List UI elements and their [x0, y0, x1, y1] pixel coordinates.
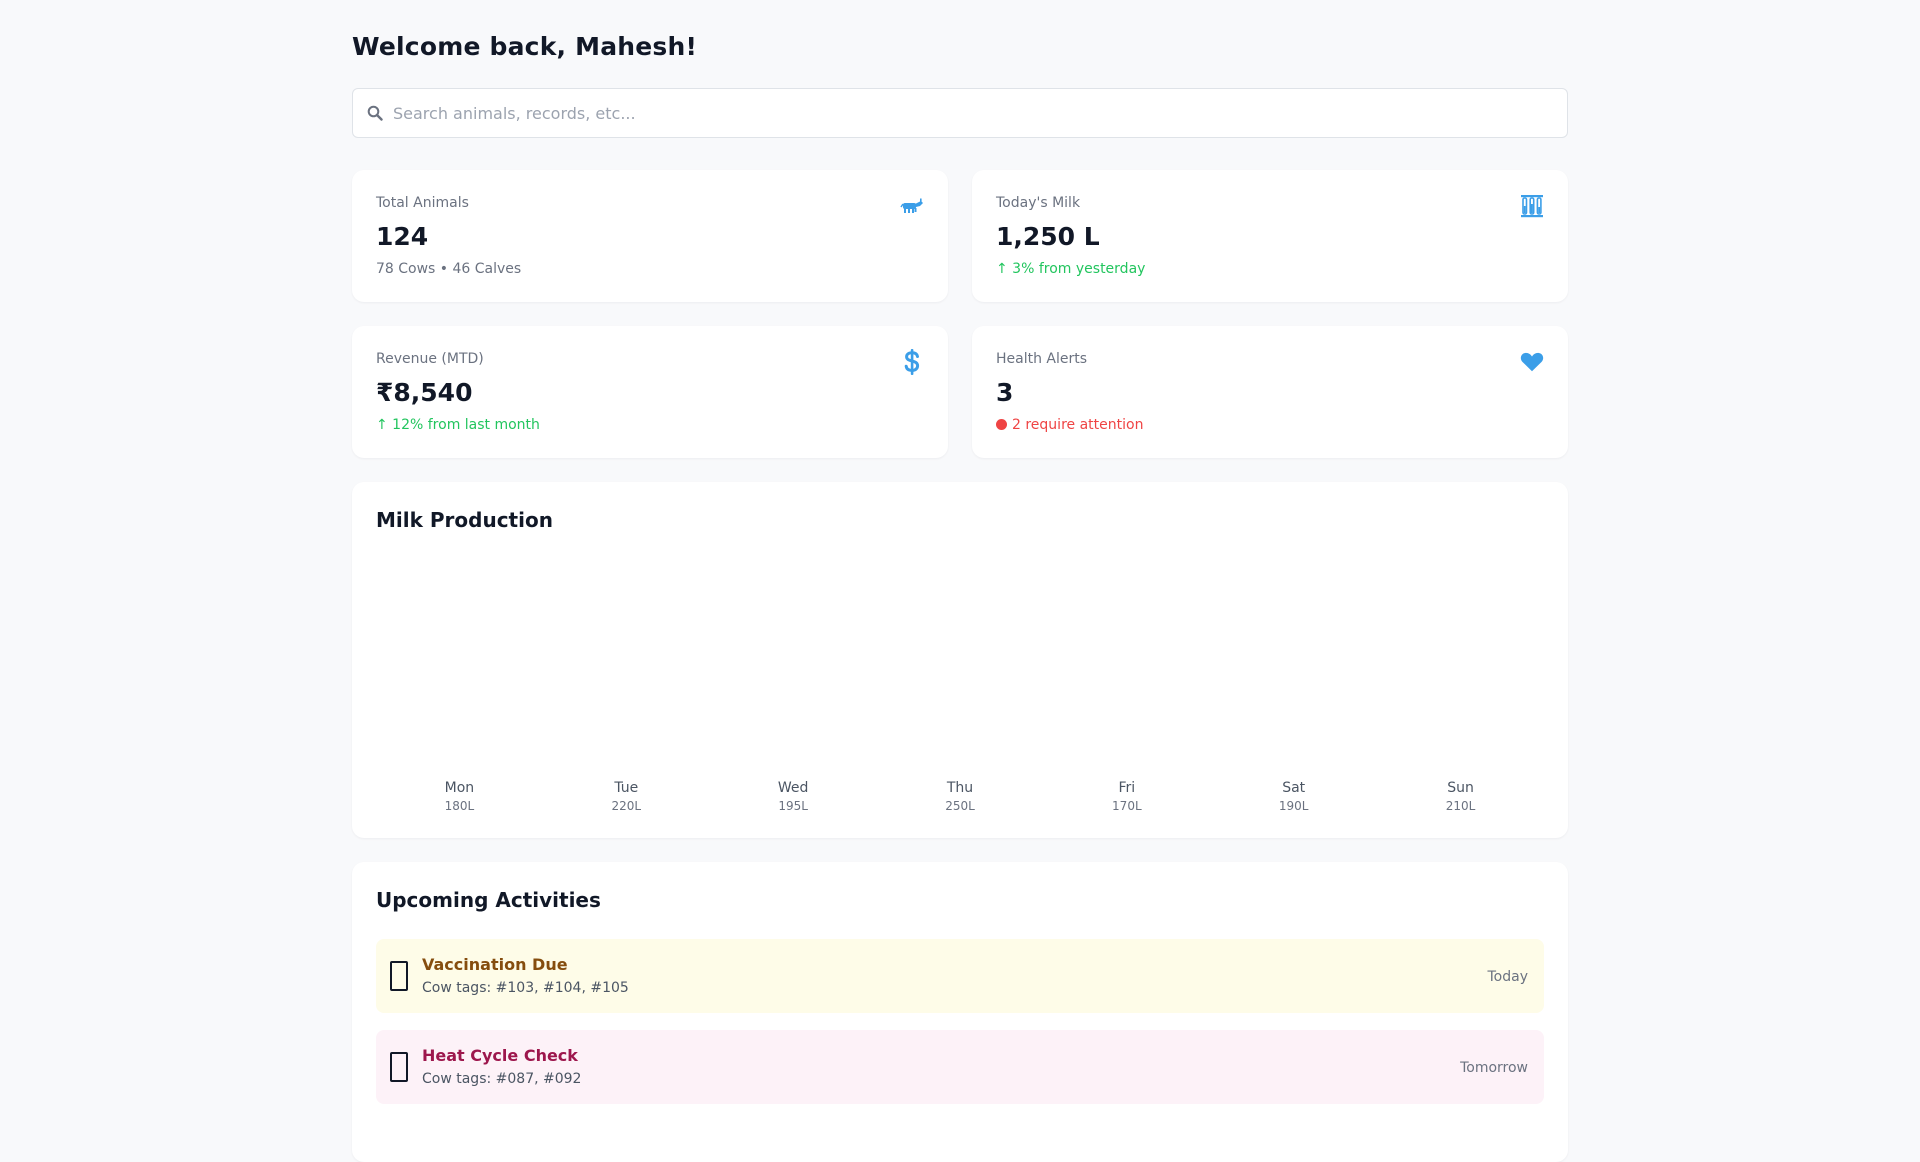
welcome-heading: Welcome back, Mahesh!	[352, 32, 698, 61]
syringe-icon	[390, 961, 408, 991]
stat-subtext: 78 Cows • 46 Calves	[376, 261, 522, 277]
chart-category-label: Sat	[1282, 780, 1305, 796]
heart-icon	[1520, 350, 1544, 374]
search-icon	[353, 89, 393, 137]
alert-text: 2 require attention	[1012, 417, 1144, 433]
chart-value-label: 250L	[945, 799, 975, 813]
stat-card-total-animals: Total Animals 124 78 Cows • 46 Calves	[352, 170, 948, 302]
chart-value-label: 190L	[1279, 799, 1309, 813]
milk-icon	[1520, 194, 1544, 218]
chart-category-label: Mon	[445, 780, 475, 796]
activity-title: Vaccination Due	[422, 955, 568, 974]
stat-value: 1,250 L	[996, 222, 1100, 251]
search-input[interactable]	[393, 90, 1553, 136]
stat-label: Total Animals	[376, 195, 469, 211]
alert-dot-icon	[996, 419, 1007, 430]
stat-subtext: 2 require attention	[996, 417, 1143, 433]
chart-title: Milk Production	[376, 508, 553, 532]
stat-card-todays-milk: Today's Milk 1,250 L ↑ 3% from yesterday	[972, 170, 1568, 302]
chart-category-label: Tue	[613, 780, 638, 796]
chart-value-label: 170L	[1112, 799, 1142, 813]
activity-date: Today	[1487, 969, 1529, 985]
activity-subtitle: Cow tags: #087, #092	[422, 1071, 582, 1087]
chart-value-label: 210L	[1446, 799, 1476, 813]
cow-icon	[900, 194, 924, 218]
chart-category-label: Thu	[946, 780, 973, 796]
search-bar[interactable]	[352, 88, 1568, 138]
stat-card-health-alerts: Health Alerts 3 2 require attention	[972, 326, 1568, 458]
activity-item-vaccination[interactable]: Vaccination Due Cow tags: #103, #104, #1…	[376, 939, 1544, 1013]
stat-label: Revenue (MTD)	[376, 351, 484, 367]
activity-subtitle: Cow tags: #103, #104, #105	[422, 980, 629, 996]
stat-value: ₹8,540	[376, 378, 473, 407]
milk-production-card: Milk Production Mon 180L Tue 220L Wed 195L Thu…	[352, 482, 1568, 838]
milk-production-chart: Mon 180L Tue 220L Wed 195L Thu 250L Fri 170L Sat 19…	[445, 780, 1476, 813]
stat-card-revenue: Revenue (MTD) ₹8,540 ↑ 12% from last mon…	[352, 326, 948, 458]
dollar-icon	[900, 349, 924, 375]
chart-value-label: 195L	[778, 799, 808, 813]
activity-title: Heat Cycle Check	[422, 1046, 578, 1065]
activity-date: Tomorrow	[1460, 1060, 1528, 1076]
stat-value: 124	[376, 222, 429, 251]
stat-label: Today's Milk	[996, 195, 1081, 211]
calendar-icon	[390, 1052, 408, 1082]
upcoming-activities-card: Upcoming Activities Vaccination Due Cow …	[352, 862, 1568, 1162]
activity-item-heat-cycle[interactable]: Heat Cycle Check Cow tags: #087, #092 To…	[376, 1030, 1544, 1104]
chart-category-label: Sun	[1447, 780, 1474, 796]
activities-title: Upcoming Activities	[376, 888, 601, 912]
chart-value-label: 220L	[611, 799, 641, 813]
stat-subtext: ↑ 3% from yesterday	[996, 261, 1146, 277]
stat-label: Health Alerts	[996, 351, 1088, 367]
chart-category-label: Wed	[778, 780, 809, 796]
chart-category-label: Fri	[1119, 780, 1136, 796]
chart-value-label: 180L	[445, 799, 475, 813]
stat-subtext: ↑ 12% from last month	[376, 417, 540, 433]
stat-value: 3	[996, 378, 1014, 407]
